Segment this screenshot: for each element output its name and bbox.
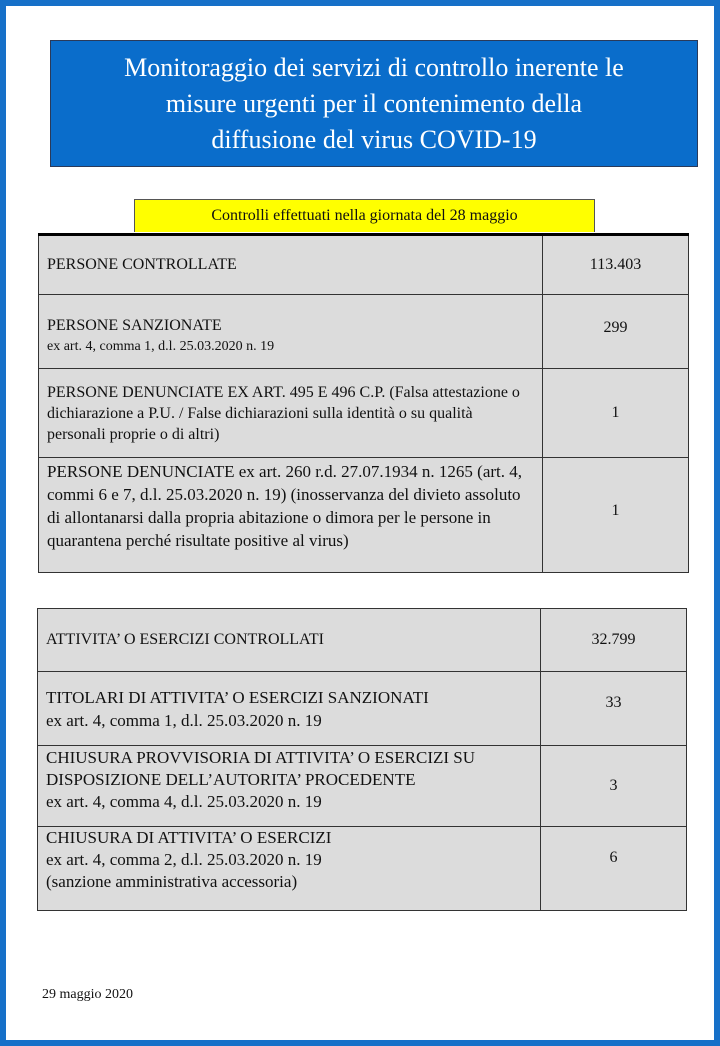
persone-table: PERSONE CONTROLLATE 113.403 PERSONE SANZ… [38,233,689,573]
row-value: 1 [542,368,689,458]
title-line: misure urgenti per il contenimento della [165,88,583,118]
row-label: PERSONE CONTROLLATE [38,234,543,295]
label: PERSONE CONTROLLATE [47,256,237,273]
label: CHIUSURA DI ATTIVITA’ O ESERCIZI [46,828,332,847]
table-row: PERSONE DENUNCIATE EX ART. 495 E 496 C.P… [38,368,689,458]
row-label: PERSONE SANZIONATE ex art. 4, comma 1, d.… [38,294,543,369]
row-label: TITOLARI DI ATTIVITA’ O ESERCIZI SANZION… [37,671,541,746]
table-row: PERSONE SANZIONATE ex art. 4, comma 1, d.… [38,294,689,369]
label: PERSONE DENUNCIATE EX ART. 495 E 496 C.P… [47,383,520,443]
label: CHIUSURA PROVVISORIA DI ATTIVITA’ O ESER… [46,748,476,789]
legal-note: ex art. 4, comma 1, d.l. 25.03.2020 n. 1… [47,339,275,354]
title-line: diffusione del virus COVID-19 [211,124,537,154]
row-value: 113.403 [542,234,689,295]
row-value: 6 [540,826,687,911]
legal-note: ex art. 4, comma 4, d.l. 25.03.2020 n. 1… [46,792,322,811]
legal-note: ex art. 4, comma 1, d.l. 25.03.2020 n. 1… [46,710,322,730]
row-value: 33 [540,671,687,746]
row-value: 32.799 [540,608,687,672]
page-title: Monitoraggio dei servizi di controllo in… [50,40,698,167]
table-row: CHIUSURA DI ATTIVITA’ O ESERCIZI ex art. … [37,826,687,911]
table-row: PERSONE CONTROLLATE 113.403 [38,234,689,295]
label: ATTIVITA’ O ESERCIZI CONTROLLATI [46,631,324,648]
table-row: PERSONE DENUNCIATE ex art. 260 r.d. 27.0… [38,457,689,573]
table-row: TITOLARI DI ATTIVITA’ O ESERCIZI SANZION… [37,671,687,746]
label: PERSONE SANZIONATE [47,317,222,334]
label: TITOLARI DI ATTIVITA’ O ESERCIZI SANZION… [46,687,429,707]
legal-note: ex art. 4, comma 2, d.l. 25.03.2020 n. 1… [46,850,322,891]
table-row: ATTIVITA’ O ESERCIZI CONTROLLATI 32.799 [37,608,687,672]
subtitle-banner: Controlli effettuati nella giornata del … [134,199,595,232]
row-label: PERSONE DENUNCIATE EX ART. 495 E 496 C.P… [38,368,543,458]
row-value: 1 [542,457,689,573]
row-value: 3 [540,745,687,827]
row-value: 299 [542,294,689,369]
row-label: PERSONE DENUNCIATE ex art. 260 r.d. 27.0… [38,457,543,573]
label: PERSONE DENUNCIATE ex art. 260 r.d. 27.0… [47,462,523,550]
publication-date: 29 maggio 2020 [42,987,133,1002]
attivita-table: ATTIVITA’ O ESERCIZI CONTROLLATI 32.799 … [37,608,687,911]
table-row: CHIUSURA PROVVISORIA DI ATTIVITA’ O ESER… [37,745,687,827]
title-line: Monitoraggio dei servizi di controllo in… [124,52,624,82]
row-label: CHIUSURA PROVVISORIA DI ATTIVITA’ O ESER… [37,745,541,827]
row-label: CHIUSURA DI ATTIVITA’ O ESERCIZI ex art. … [37,826,541,911]
row-label: ATTIVITA’ O ESERCIZI CONTROLLATI [37,608,541,672]
